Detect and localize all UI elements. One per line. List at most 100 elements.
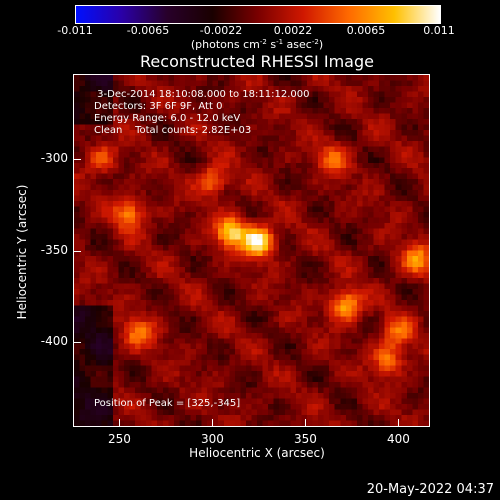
heatmap-cell	[318, 135, 324, 141]
heatmap-cell	[356, 338, 363, 344]
heatmap-cell	[173, 217, 180, 224]
heatmap-cell	[146, 310, 152, 317]
heatmap-cell	[245, 360, 252, 366]
heatmap-cell	[262, 250, 269, 257]
heatmap-cell	[135, 393, 141, 399]
heatmap-cell	[273, 140, 280, 147]
heatmap-cell	[257, 409, 263, 416]
heatmap-cell	[262, 393, 269, 399]
heatmap-cell	[101, 75, 108, 81]
heatmap-cell	[245, 305, 252, 311]
heatmap-cell	[401, 75, 407, 81]
heatmap-cell	[406, 409, 413, 416]
heatmap-cell	[162, 234, 169, 240]
heatmap-cell	[295, 75, 302, 81]
heatmap-cell	[257, 190, 263, 196]
heatmap-cell	[362, 343, 369, 350]
heatmap-cell	[135, 343, 141, 350]
heatmap-cell	[345, 201, 352, 207]
heatmap-cell	[423, 266, 429, 273]
heatmap-cell	[85, 206, 91, 213]
heatmap-cell	[151, 338, 158, 344]
heatmap-cell	[173, 85, 180, 92]
heatmap-cell	[240, 255, 247, 262]
heatmap-cell	[257, 393, 263, 399]
heatmap-cell	[196, 261, 202, 268]
heatmap-cell	[229, 371, 235, 377]
heatmap-cell	[318, 212, 324, 218]
heatmap-cell	[85, 371, 91, 377]
heatmap-cell	[107, 250, 113, 257]
heatmap-cell	[273, 80, 280, 87]
heatmap-cell	[306, 195, 313, 202]
heatmap-cell	[184, 124, 191, 130]
heatmap-cell	[367, 321, 374, 328]
heatmap-cell	[212, 206, 219, 213]
heatmap-cell	[129, 382, 136, 388]
heatmap-cell	[356, 245, 363, 251]
heatmap-cell	[90, 91, 97, 98]
heatmap-cell	[223, 349, 230, 355]
heatmap-cell	[395, 376, 402, 383]
heatmap-cell	[423, 272, 429, 279]
heatmap-cell	[96, 245, 102, 251]
heatmap-cell	[218, 321, 224, 328]
heatmap-cell	[356, 299, 363, 306]
heatmap-cell	[146, 162, 152, 169]
heatmap-cell	[423, 305, 429, 311]
heatmap-cell	[90, 75, 97, 81]
heatmap-cell	[318, 91, 324, 98]
heatmap-cell	[251, 206, 258, 213]
heatmap-cell	[251, 190, 258, 196]
heatmap-cell	[190, 168, 197, 174]
heatmap-cell	[90, 146, 97, 152]
heatmap-cell	[295, 179, 302, 185]
heatmap-cell	[301, 371, 308, 377]
heatmap-cell	[96, 168, 102, 174]
heatmap-cell	[301, 96, 308, 103]
heatmap-cell	[268, 157, 274, 163]
heatmap-cell	[207, 168, 213, 174]
heatmap-cell	[251, 85, 258, 92]
heatmap-cell	[234, 316, 241, 322]
heatmap-cell	[79, 135, 86, 141]
heatmap-cell	[273, 107, 280, 114]
heatmap-cell	[312, 321, 319, 328]
heatmap-cell	[223, 151, 230, 158]
heatmap-cell	[101, 102, 108, 109]
heatmap-cell	[223, 91, 230, 98]
heatmap-cell	[290, 80, 296, 87]
heatmap-cell	[184, 387, 191, 394]
heatmap-cell	[273, 420, 280, 426]
heatmap-cell	[234, 283, 241, 290]
heatmap-cell	[201, 283, 208, 290]
heatmap-cell	[201, 382, 208, 388]
heatmap-cell	[146, 157, 152, 163]
heatmap-cell	[135, 85, 141, 92]
heatmap-cell	[74, 250, 80, 257]
heatmap-cell	[401, 409, 407, 416]
heatmap-cell	[123, 113, 130, 119]
heatmap-cell	[218, 212, 224, 218]
heatmap-cell	[229, 288, 235, 295]
heatmap-cell	[223, 162, 230, 169]
heatmap-cell	[306, 206, 313, 213]
heatmap-cell	[373, 409, 380, 416]
heatmap-cell	[107, 376, 113, 383]
heatmap-cell	[123, 245, 130, 251]
heatmap-cell	[373, 96, 380, 103]
heatmap-cell	[329, 321, 335, 328]
heatmap-cell	[196, 118, 202, 125]
heatmap-cell	[379, 371, 385, 377]
heatmap-cell	[218, 376, 224, 383]
heatmap-cell	[218, 228, 224, 235]
heatmap-cell	[140, 217, 147, 224]
heatmap-cell	[351, 168, 358, 174]
heatmap-cell	[423, 184, 429, 191]
heatmap-cell	[257, 310, 263, 317]
heatmap-cell	[123, 266, 130, 273]
heatmap-cell	[301, 415, 308, 421]
heatmap-cell	[390, 135, 396, 141]
heatmap-cell	[390, 387, 396, 394]
heatmap-cell	[340, 360, 346, 366]
